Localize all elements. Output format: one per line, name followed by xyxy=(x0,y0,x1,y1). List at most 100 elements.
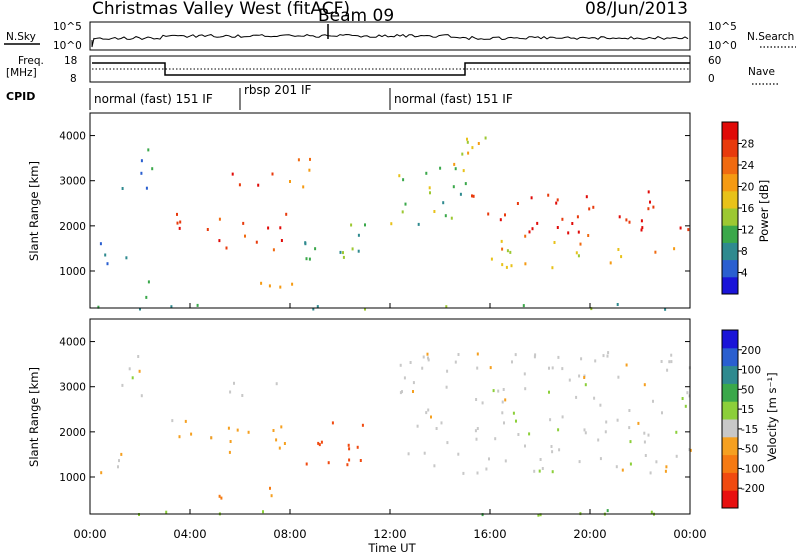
power-echo-cell xyxy=(225,246,228,250)
velocity-echo-cell xyxy=(670,353,673,357)
power-echo-cell xyxy=(231,172,234,176)
power-echo-cell xyxy=(459,192,462,196)
velocity-echo-cell xyxy=(617,375,620,379)
velocity-panel: 1000 2000 3000 4000 Slant Range [km] xyxy=(27,318,692,517)
velocity-echo-cell xyxy=(584,383,587,387)
power-y-tick-label: 3000 xyxy=(59,176,86,188)
power-colorbar-swatch xyxy=(722,225,738,243)
power-echo-cell xyxy=(268,284,271,288)
power-echo-cell xyxy=(179,220,182,224)
velocity-echo-cell xyxy=(474,429,477,433)
velocity-echo-cell xyxy=(515,419,517,423)
velocity-colorbar-swatch xyxy=(722,401,738,420)
power-echo-cells xyxy=(97,136,690,311)
velocity-echo-cell xyxy=(233,381,235,385)
velocity-echo-cell xyxy=(120,452,123,456)
power-echo-cell xyxy=(308,168,311,172)
velocity-echo-cell xyxy=(503,421,505,425)
velocity-echo-cell xyxy=(128,367,131,371)
velocity-echo-cell xyxy=(607,351,610,355)
velocity-colorbar-swatch xyxy=(722,454,738,473)
power-echo-cell xyxy=(242,221,245,225)
freq-line xyxy=(92,62,690,76)
cpid-segment-1: normal (fast) 151 IF xyxy=(94,92,213,106)
power-colorbar-swatch xyxy=(722,190,738,209)
power-echo-cell xyxy=(471,146,474,150)
velocity-echo-cell xyxy=(403,376,406,380)
power-echo-cell xyxy=(616,303,619,306)
velocity-echo-cell xyxy=(138,369,141,373)
power-echo-cell xyxy=(567,231,570,235)
velocity-colorbar-tick-label: 200 xyxy=(741,345,761,357)
power-echo-cell xyxy=(140,159,143,163)
velocity-echo-cell xyxy=(361,423,364,427)
velocity-echo-cell xyxy=(664,469,667,473)
power-echo-cell xyxy=(279,226,282,230)
freq-tick-bottom: 8 xyxy=(70,73,77,85)
velocity-echo-cell xyxy=(457,452,460,456)
power-echo-cell xyxy=(309,157,311,161)
power-echo-cell xyxy=(453,162,456,166)
velocity-echo-cell xyxy=(220,496,223,500)
power-echo-cell xyxy=(364,307,366,311)
velocity-echo-cell xyxy=(427,356,429,360)
power-echo-cell xyxy=(647,190,650,194)
power-echo-cell xyxy=(505,265,508,269)
velocity-echo-cell xyxy=(236,428,239,432)
velocity-echo-cell xyxy=(652,399,654,403)
velocity-echo-cell xyxy=(283,442,286,445)
velocity-echo-cell xyxy=(320,440,323,444)
velocity-echo-cell xyxy=(523,372,526,376)
velocity-echo-cell xyxy=(533,355,536,359)
power-echo-cell xyxy=(516,202,519,205)
velocity-echo-cell xyxy=(305,462,308,466)
velocity-echo-cells xyxy=(100,351,692,517)
velocity-echo-cell xyxy=(628,426,631,430)
velocity-echo-cell xyxy=(412,381,415,385)
power-echo-cell xyxy=(467,151,470,155)
power-echo-cell xyxy=(617,248,620,251)
time-x-tick-label: 16:00 xyxy=(473,527,506,541)
power-echo-cell xyxy=(500,239,503,243)
power-echo-cell xyxy=(501,263,504,267)
power-echo-cell xyxy=(279,285,282,289)
velocity-echo-cell xyxy=(584,431,587,435)
power-echo-cell xyxy=(618,215,621,219)
cpid-segment-3: normal (fast) 151 IF xyxy=(394,92,513,106)
time-x-tick-label: 08:00 xyxy=(273,527,306,541)
velocity-echo-cell xyxy=(171,419,174,423)
power-echo-cell xyxy=(466,140,469,144)
velocity-echo-cell xyxy=(121,383,124,387)
velocity-echo-cell xyxy=(218,494,221,498)
velocity-echo-cell xyxy=(229,440,232,443)
velocity-echo-cell xyxy=(399,391,402,395)
velocity-echo-cell xyxy=(629,440,632,444)
velocity-echo-cell xyxy=(637,421,640,425)
velocity-echo-cell xyxy=(481,513,484,517)
power-echo-cell xyxy=(244,234,246,238)
time-x-tick-label: 00:00 xyxy=(673,527,706,541)
velocity-echo-cell xyxy=(481,401,484,405)
power-echo-cell xyxy=(551,266,554,270)
power-echo-cell xyxy=(170,305,173,309)
velocity-echo-cell xyxy=(425,411,428,415)
velocity-colorbar-tick-label: -100 xyxy=(741,463,765,475)
power-echo-cell xyxy=(390,222,393,226)
power-echo-cell xyxy=(312,307,315,311)
power-y-tick-label: 1000 xyxy=(59,266,86,278)
power-echo-cell xyxy=(640,219,643,223)
velocity-echo-cell xyxy=(534,353,537,357)
velocity-colorbar-swatch xyxy=(722,472,738,491)
power-echo-cell xyxy=(592,205,595,209)
velocity-echo-cell xyxy=(583,376,586,379)
cpid-segment-2: rbsp 201 IF xyxy=(244,83,311,97)
velocity-echo-cell xyxy=(578,460,581,464)
power-echo-cell xyxy=(471,194,473,198)
velocity-echo-cell xyxy=(665,465,668,469)
power-echo-cell xyxy=(530,196,533,200)
freq-panel: Freq. [MHz] 18 8 60 0 Nave xyxy=(6,55,778,85)
power-echo-cell xyxy=(339,250,342,254)
power-echo-cell xyxy=(524,262,527,266)
nsky-noise-line xyxy=(91,33,689,48)
velocity-echo-cell xyxy=(670,360,673,364)
